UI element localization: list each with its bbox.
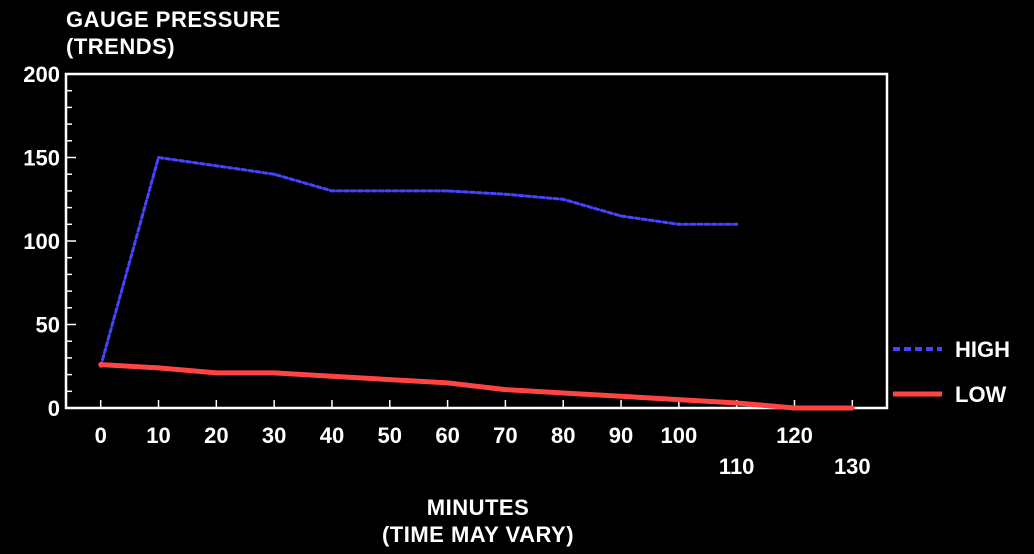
x-tick-label: 40 bbox=[320, 423, 344, 448]
data-point-high bbox=[561, 197, 565, 201]
plot-frame bbox=[64, 72, 889, 410]
data-point-high bbox=[619, 214, 623, 218]
x-axis-sublabel: (TIME MAY VARY) bbox=[381, 522, 575, 547]
data-point-low bbox=[561, 391, 565, 395]
chart-title: GAUGE PRESSURE bbox=[66, 7, 281, 32]
series-line-low bbox=[98, 362, 855, 411]
legend-label-low: LOW bbox=[955, 382, 1007, 407]
data-point-high bbox=[735, 222, 739, 226]
chart-subtitle: (TRENDS) bbox=[66, 34, 176, 59]
x-tick-label: 50 bbox=[378, 423, 402, 448]
x-tick-label: 20 bbox=[204, 423, 228, 448]
legend-label-high: HIGH bbox=[955, 337, 1010, 362]
data-point-low bbox=[619, 394, 623, 398]
data-point-high bbox=[388, 189, 392, 193]
data-point-high bbox=[677, 222, 681, 226]
x-axis-label: MINUTES bbox=[426, 495, 530, 520]
data-point-low bbox=[214, 371, 218, 375]
data-point-low bbox=[735, 401, 739, 405]
y-tick-label: 0 bbox=[48, 396, 60, 421]
data-point-low bbox=[850, 406, 854, 410]
data-point-high bbox=[214, 164, 218, 168]
data-point-low bbox=[446, 381, 450, 385]
data-point-high bbox=[503, 192, 507, 196]
data-point-low bbox=[503, 388, 507, 392]
x-tick-label: 70 bbox=[493, 423, 517, 448]
data-point-high bbox=[272, 172, 276, 176]
data-point-high bbox=[157, 156, 161, 159]
data-point-low bbox=[272, 371, 276, 375]
chart-title-block: GAUGE PRESSURE (TRENDS) bbox=[66, 6, 281, 60]
data-point-low bbox=[157, 366, 161, 370]
y-tick-label: 50 bbox=[36, 313, 60, 338]
x-tick-label: 120 bbox=[776, 423, 813, 448]
y-tick-label: 100 bbox=[23, 229, 60, 254]
data-point-low bbox=[677, 398, 681, 402]
x-tick-label: 110 bbox=[719, 454, 755, 479]
x-tick-label: 100 bbox=[660, 423, 697, 448]
data-point-low bbox=[388, 378, 392, 382]
y-tick-label: 200 bbox=[23, 62, 60, 87]
x-tick-label: 60 bbox=[435, 423, 459, 448]
data-point-low bbox=[792, 406, 796, 410]
x-tick-label: 80 bbox=[551, 423, 575, 448]
x-tick-label: 0 bbox=[95, 423, 107, 448]
x-tick-label: 90 bbox=[609, 423, 633, 448]
data-point-low bbox=[330, 374, 334, 378]
series-line-high bbox=[99, 156, 739, 368]
x-tick-label: 30 bbox=[262, 423, 286, 448]
data-point-high bbox=[446, 189, 450, 193]
x-axis-title-block: MINUTES (TIME MAY VARY) bbox=[0, 494, 956, 548]
x-tick-label: 130 bbox=[834, 454, 871, 479]
x-tick-label: 10 bbox=[146, 423, 170, 448]
data-point-low bbox=[99, 363, 103, 367]
data-point-high bbox=[330, 189, 334, 193]
y-tick-label: 150 bbox=[23, 146, 60, 171]
